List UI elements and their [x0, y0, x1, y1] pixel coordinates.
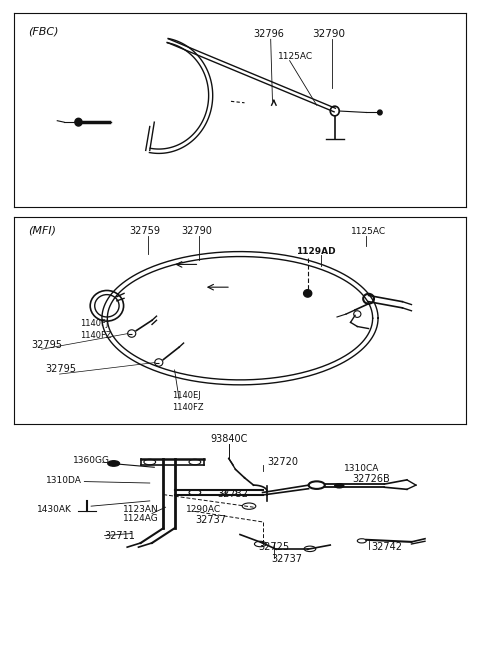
Text: 1360GG: 1360GG — [73, 456, 110, 465]
Text: 32725: 32725 — [258, 542, 289, 553]
Text: 1430AK: 1430AK — [37, 505, 72, 514]
Text: 1125AC: 1125AC — [350, 227, 385, 237]
Text: 32795: 32795 — [45, 364, 76, 374]
Text: 1123AN: 1123AN — [123, 505, 158, 514]
Text: 1129AD: 1129AD — [296, 247, 336, 256]
Text: 32711: 32711 — [105, 531, 135, 541]
Text: 1140FZ: 1140FZ — [80, 330, 111, 340]
Circle shape — [304, 290, 312, 297]
Text: 93840C: 93840C — [210, 434, 247, 444]
Text: 32726B: 32726B — [353, 474, 391, 484]
Text: 1125AC: 1125AC — [278, 52, 313, 61]
Text: 32795: 32795 — [32, 340, 62, 350]
Text: 1140EJ: 1140EJ — [172, 391, 201, 400]
Text: 1140FJ: 1140FJ — [80, 319, 108, 328]
Text: 32790: 32790 — [312, 30, 345, 39]
Text: 32737: 32737 — [272, 554, 302, 564]
Text: 32759: 32759 — [130, 226, 160, 237]
Text: 1310DA: 1310DA — [46, 476, 82, 485]
Text: 32796: 32796 — [253, 30, 285, 39]
Text: 32790: 32790 — [181, 226, 212, 237]
Text: 32732: 32732 — [217, 489, 249, 499]
Circle shape — [378, 110, 382, 115]
Text: 32720: 32720 — [267, 457, 298, 467]
Circle shape — [335, 484, 344, 488]
Circle shape — [108, 461, 120, 466]
Text: 1290AC: 1290AC — [186, 505, 221, 514]
Text: 32742: 32742 — [371, 542, 402, 553]
Text: 1124AG: 1124AG — [123, 514, 158, 523]
Text: 1310CA: 1310CA — [344, 464, 379, 474]
Circle shape — [75, 118, 82, 126]
Text: (MFI): (MFI) — [28, 225, 56, 235]
Text: (FBC): (FBC) — [28, 27, 59, 37]
Text: 32737: 32737 — [195, 515, 226, 525]
Text: 1140FZ: 1140FZ — [172, 403, 204, 412]
